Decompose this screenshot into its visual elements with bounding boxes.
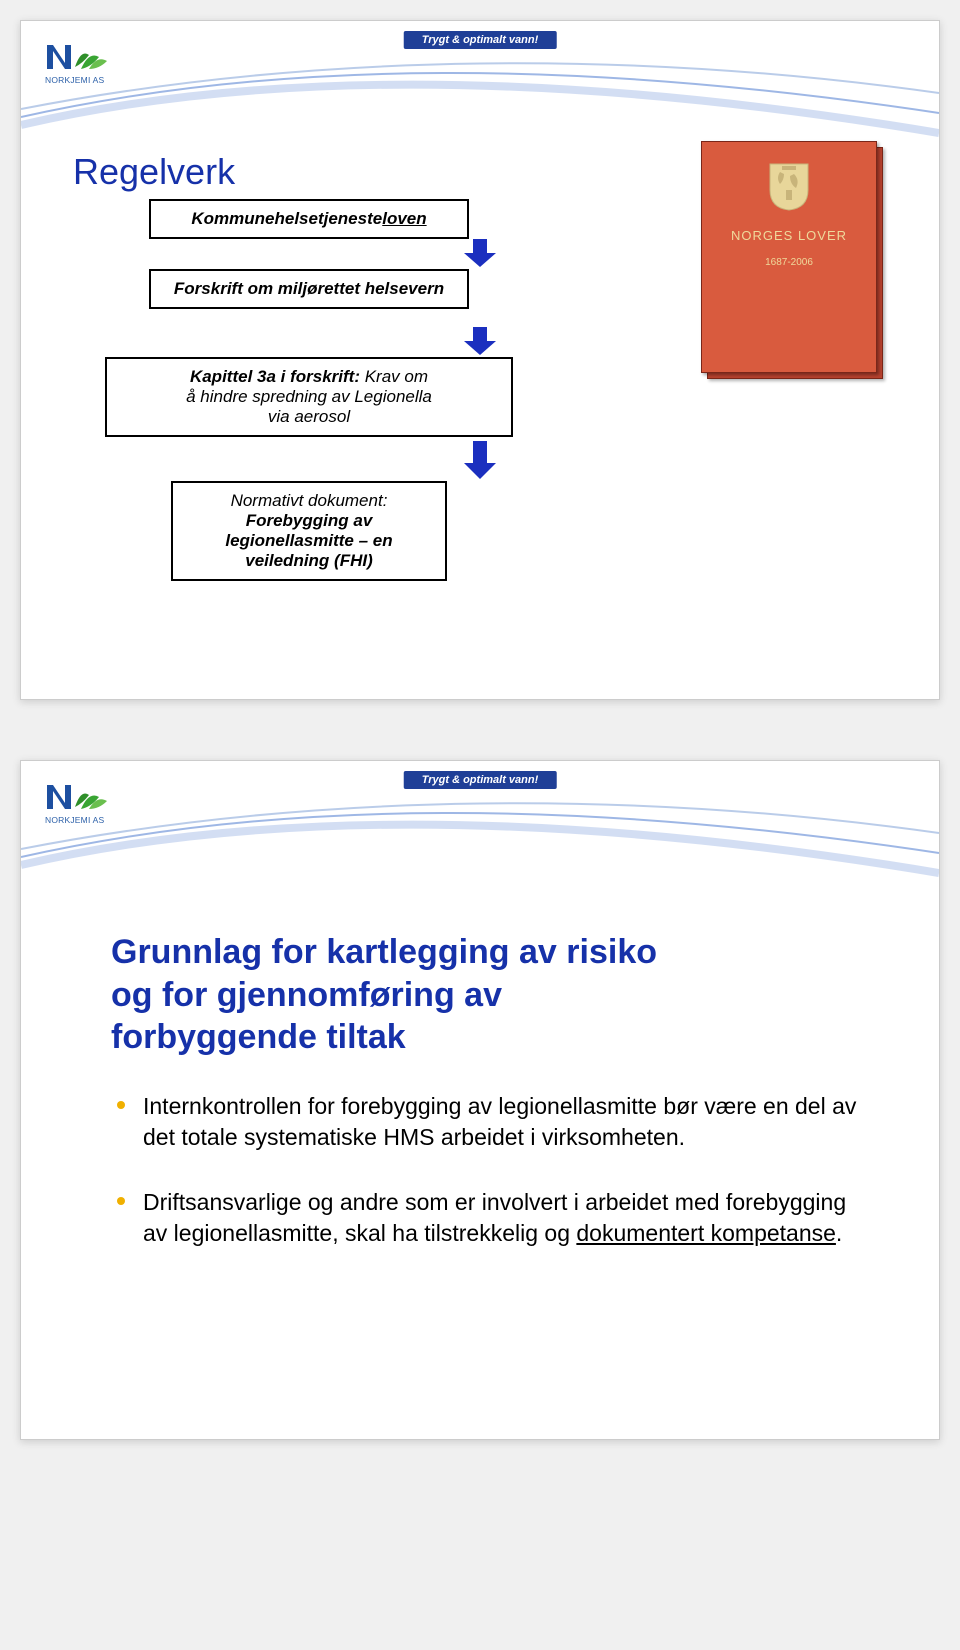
bullet2-ul: dokumentert kompetanse	[576, 1220, 836, 1246]
box4-mid1: Forebygging av	[246, 511, 373, 530]
book-front: NORGES LOVER 1687-2006	[701, 141, 877, 373]
title-line-3: forbyggende tiltak	[111, 1016, 879, 1059]
box-normativt: Normativt dokument: Forebygging av legio…	[171, 481, 447, 581]
logo-mark-icon	[45, 779, 109, 813]
box4-mid2: legionellasmitte – en	[225, 531, 392, 550]
bullet-1: Internkontrollen for forebygging av legi…	[111, 1091, 869, 1153]
box-kapittel3a: Kapittel 3a i forskrift: Krav om å hindr…	[105, 357, 513, 437]
box3-bold: Kapittel 3a i forskrift:	[190, 367, 360, 386]
box-kommunehelsetjenesteloven: Kommunehelsetjenesteloven	[149, 199, 469, 239]
logo-text: NORKJEMI AS	[45, 815, 109, 825]
slide-1: NORKJEMI AS Trygt & optimalt vann! Regel…	[20, 20, 940, 700]
logo-primary: NORKJEMI	[45, 815, 91, 825]
box3-line3: via aerosol	[117, 407, 501, 427]
box4-mid3: veiledning (FHI)	[245, 551, 373, 570]
box-forskrift: Forskrift om miljørettet helsevern	[149, 269, 469, 309]
book-title: NORGES LOVER	[702, 228, 876, 243]
arrow-3	[21, 439, 939, 481]
box3-line2: å hindre spredning av Legionella	[117, 387, 501, 407]
title-line-2: og for gjennomføring av	[111, 974, 879, 1017]
slide-header: NORKJEMI AS Trygt & optimalt vann!	[21, 761, 939, 861]
bullet2-post: .	[836, 1220, 842, 1246]
box2-bold: Forskrift om miljørettet helsevern	[174, 279, 444, 298]
book-image: NORGES LOVER 1687-2006	[701, 141, 881, 379]
logo-text: NORKJEMI AS	[45, 75, 109, 85]
box1-pre: Kommunehelsetjeneste	[191, 209, 382, 228]
box3-rest1: Krav om	[360, 367, 428, 386]
slide-2: NORKJEMI AS Trygt & optimalt vann! Grunn…	[20, 760, 940, 1440]
title-line-1: Grunnlag for kartlegging av risiko	[111, 931, 879, 974]
logo-suffix: AS	[93, 75, 105, 85]
book-sub: 1687-2006	[702, 257, 876, 268]
logo: NORKJEMI AS	[45, 779, 109, 825]
slide-header: NORKJEMI AS Trygt & optimalt vann!	[21, 21, 939, 121]
coat-of-arms-icon	[766, 160, 812, 212]
bullet-2: Driftsansvarlige og andre som er involve…	[111, 1187, 869, 1249]
down-arrow-icon	[192, 439, 768, 481]
down-arrow-icon	[192, 325, 768, 357]
bullet-list: Internkontrollen for forebygging av legi…	[111, 1091, 869, 1283]
tagline-chip: Trygt & optimalt vann!	[404, 771, 557, 789]
logo: NORKJEMI AS	[45, 39, 109, 85]
logo-primary: NORKJEMI	[45, 75, 91, 85]
logo-mark-icon	[45, 39, 109, 73]
down-arrow-icon	[192, 237, 768, 269]
logo-suffix: AS	[93, 815, 105, 825]
slide2-title: Grunnlag for kartlegging av risiko og fo…	[111, 931, 879, 1059]
slide1-title: Regelverk	[73, 151, 235, 193]
box1-ul: loven	[382, 209, 426, 228]
tagline-chip: Trygt & optimalt vann!	[404, 31, 557, 49]
box4-pre: Normativt dokument:	[183, 491, 435, 511]
